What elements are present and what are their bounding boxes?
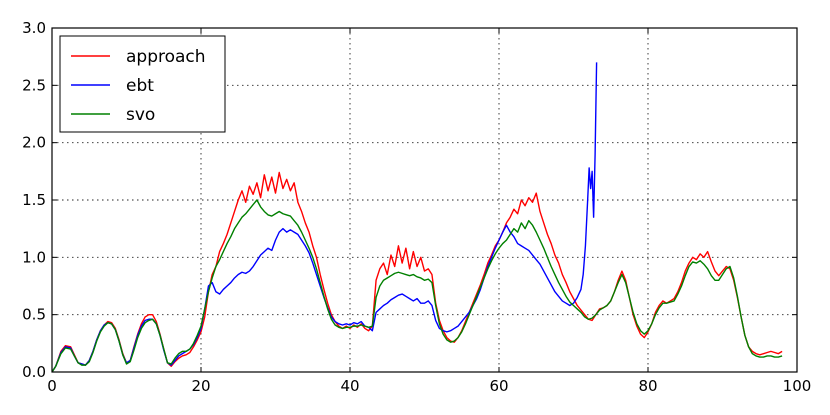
y-tick-label: 1.0 — [22, 248, 46, 266]
x-tick-label: 20 — [191, 377, 210, 395]
legend-label-ebt: ebt — [126, 76, 154, 96]
y-tick-label: 1.5 — [22, 191, 46, 209]
x-tick-label: 0 — [47, 377, 57, 395]
x-tick-label: 100 — [783, 377, 812, 395]
y-tick-label: 0.5 — [22, 306, 46, 324]
x-axis: 0 20 40 60 80 100 — [47, 28, 811, 395]
legend-label-svo: svo — [126, 105, 155, 125]
y-tick-label: 3.0 — [22, 19, 46, 37]
legend-box — [59, 35, 226, 133]
x-tick-label: 60 — [489, 377, 508, 395]
series-layer — [51, 62, 783, 373]
y-tick-label: 0.0 — [22, 363, 46, 381]
legend: approach ebt svo — [59, 35, 226, 133]
legend-label-approach: approach — [126, 47, 206, 67]
grid — [52, 28, 797, 372]
series-line-svo — [51, 199, 783, 373]
series-line-ebt — [51, 62, 598, 373]
x-tick-label: 40 — [340, 377, 359, 395]
y-axis: 0.0 0.5 1.0 1.5 2.0 2.5 3.0 — [22, 19, 797, 381]
y-tick-label: 2.0 — [22, 134, 46, 152]
y-tick-label: 2.5 — [22, 76, 46, 94]
x-tick-label: 80 — [638, 377, 657, 395]
series-line-approach — [51, 171, 783, 373]
